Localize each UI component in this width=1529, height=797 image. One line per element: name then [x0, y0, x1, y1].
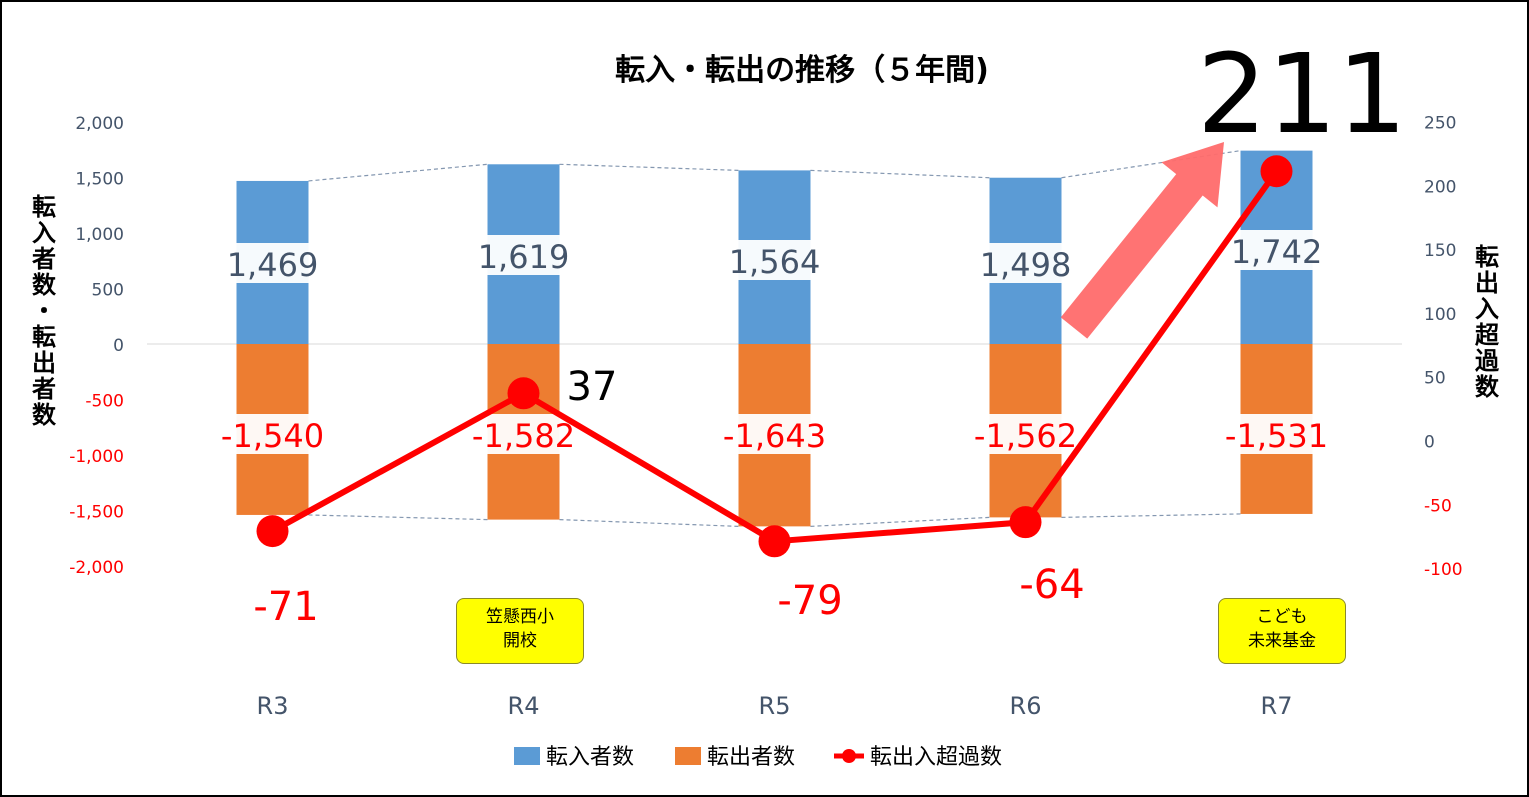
- data-label-inflow: 1,619: [478, 238, 570, 276]
- callout-r4: 笠懸西小 開校: [456, 598, 584, 664]
- y-axis-title-char: 者: [32, 245, 56, 273]
- y-axis-left-tick-label: 500: [92, 281, 124, 301]
- y-axis-left-title: 転入者数・転出者数: [24, 194, 64, 428]
- line-net-marker: [507, 377, 540, 410]
- y-axis-left-tick-label: 2,000: [75, 114, 124, 134]
- y-axis-title-char: 転: [32, 323, 56, 351]
- data-label-bg-outflow: [471, 414, 576, 454]
- series-line-outflow: [308, 514, 488, 521]
- y-axis-right-tick-label: 250: [1424, 114, 1456, 134]
- series-line-inflow: [810, 169, 990, 179]
- y-axis-title-char: 入: [1475, 295, 1499, 323]
- y-axis-title-char: 入: [32, 219, 56, 247]
- y-axis-right-tick-label: -100: [1424, 560, 1463, 580]
- y-axis-right-tick-label: 200: [1424, 177, 1456, 197]
- y-axis-left-tick-label: 0: [113, 336, 124, 356]
- y-axis-right-title: 転出入超過数: [1467, 244, 1507, 400]
- data-label-net: -79: [777, 578, 842, 624]
- y-axis-left-tick-label: -1,500: [69, 503, 124, 523]
- data-label-net: 211: [1197, 30, 1407, 158]
- data-label-bg-outflow: [722, 414, 827, 454]
- y-axis-title-char: 数: [32, 401, 56, 429]
- callout-r4-line1: 笠懸西小: [486, 607, 554, 627]
- callout-r7-line1: こども: [1256, 607, 1308, 627]
- y-axis-right-tick-label: 50: [1424, 369, 1446, 389]
- y-axis-left-tick-label: -2,000: [69, 558, 124, 578]
- x-axis-category-label: R4: [508, 692, 540, 720]
- data-label-bg-inflow: [1228, 230, 1325, 270]
- y-axis-right-tick-label: -50: [1424, 496, 1452, 516]
- y-axis-title-char: 者: [32, 375, 56, 403]
- data-label-bg-outflow: [973, 414, 1078, 454]
- callout-r7-line2: 未来基金: [1248, 631, 1316, 651]
- chart-title: 転入・転出の推移（５年間): [615, 53, 989, 88]
- data-label-bg-outflow: [220, 414, 325, 454]
- series-line-outflow: [810, 516, 990, 527]
- series-line-inflow: [308, 163, 488, 182]
- y-axis-title-char: 転: [1475, 243, 1499, 271]
- callout-r7: こども 未来基金: [1218, 598, 1346, 664]
- line-net-marker: [256, 515, 289, 548]
- y-axis-title-char: 過: [1475, 347, 1499, 375]
- y-axis-left-tick-label: -1,000: [69, 447, 124, 467]
- y-axis-title-char: 転: [32, 193, 56, 221]
- series-line-outflow: [559, 519, 739, 527]
- legend-label-outflow: 転出者数: [707, 745, 795, 770]
- data-label-outflow: -1,582: [472, 417, 575, 455]
- y-axis-title-char: ・: [32, 297, 56, 325]
- data-label-bg-inflow: [726, 240, 823, 280]
- data-label-net: 37: [567, 364, 618, 410]
- y-axis-right-tick-label: 150: [1424, 241, 1456, 261]
- y-axis-right-tick-label: 0: [1424, 433, 1435, 453]
- line-net-marker: [1260, 155, 1293, 188]
- legend-marker-net: [842, 749, 856, 763]
- legend-label-inflow: 転入者数: [546, 745, 634, 770]
- data-label-bg-inflow: [977, 243, 1074, 283]
- data-label-outflow: -1,540: [221, 417, 324, 455]
- line-net-marker: [1009, 506, 1042, 539]
- x-axis-category-label: R6: [1010, 692, 1042, 720]
- x-axis-category-label: R7: [1261, 692, 1293, 720]
- series-line-outflow: [1061, 513, 1241, 518]
- y-axis-title-char: 出: [32, 349, 56, 377]
- data-label-outflow: -1,562: [974, 417, 1077, 455]
- y-axis-title-char: 数: [1475, 373, 1499, 401]
- y-axis-title-char: 出: [1475, 269, 1499, 297]
- x-axis-category-label: R5: [759, 692, 791, 720]
- x-axis-category-label: R3: [257, 692, 289, 720]
- y-axis-left-tick-label: 1,500: [75, 170, 124, 190]
- data-label-inflow: 1,498: [980, 246, 1072, 284]
- data-label-bg-outflow: [1224, 414, 1329, 454]
- data-label-bg-inflow: [475, 235, 572, 275]
- y-axis-title-char: 数: [32, 271, 56, 299]
- y-axis-right-tick-label: 100: [1424, 305, 1456, 325]
- legend-swatch-outflow: [675, 747, 701, 765]
- y-axis-left-tick-label: 1,000: [75, 225, 124, 245]
- series-line-inflow: [559, 163, 739, 171]
- y-axis-title-char: 超: [1475, 321, 1499, 349]
- trend-arrow: [1060, 142, 1224, 339]
- data-label-bg-inflow: [224, 243, 321, 283]
- data-label-inflow: 1,564: [729, 243, 821, 281]
- y-axis-left-tick-label: -500: [85, 392, 124, 412]
- legend-label-net: 転出入超過数: [870, 745, 1002, 770]
- line-net-marker: [758, 525, 791, 558]
- data-label-outflow: -1,531: [1225, 417, 1328, 455]
- data-label-outflow: -1,643: [723, 417, 826, 455]
- data-label-inflow: 1,469: [227, 246, 319, 284]
- data-label-net: -71: [253, 584, 318, 630]
- callout-r4-line2: 開校: [503, 631, 537, 651]
- data-label-inflow: 1,742: [1231, 233, 1323, 271]
- legend-swatch-inflow: [514, 747, 540, 765]
- data-label-net: -64: [1019, 562, 1084, 608]
